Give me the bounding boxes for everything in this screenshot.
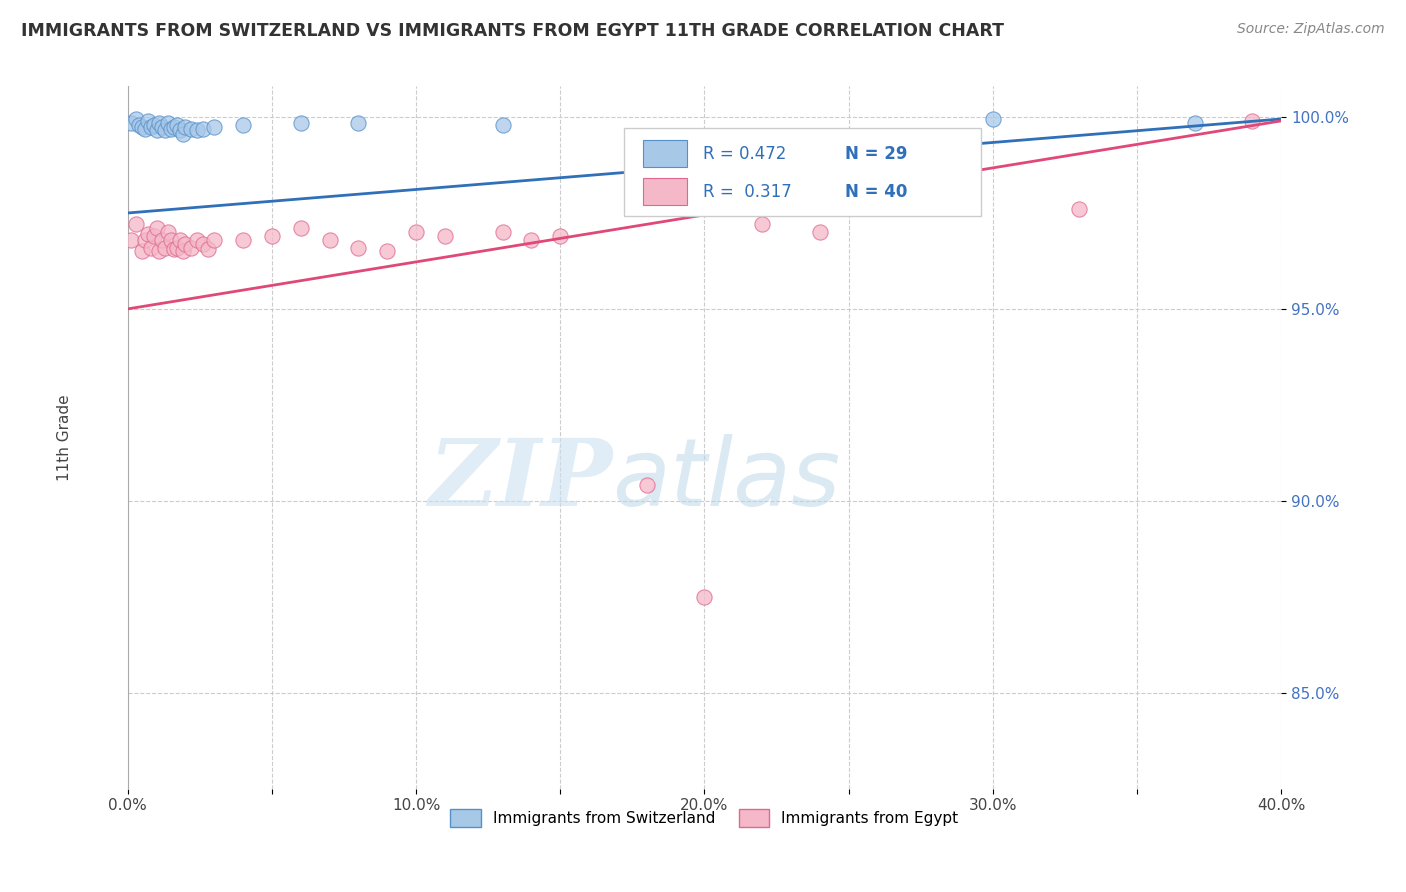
Point — [186, 123, 208, 137]
Text: atlas: atlas — [612, 434, 841, 525]
Point — [134, 121, 156, 136]
Point — [318, 233, 340, 247]
Point — [120, 116, 142, 130]
Bar — [644, 140, 688, 167]
Point — [180, 121, 202, 136]
Point — [347, 116, 370, 130]
Point — [174, 236, 197, 251]
Point — [172, 128, 194, 142]
Point — [125, 112, 148, 126]
Point — [128, 118, 150, 132]
Text: N = 40: N = 40 — [845, 183, 907, 201]
Point — [142, 229, 165, 244]
Point — [160, 233, 183, 247]
Point — [131, 244, 153, 259]
Point — [180, 240, 202, 254]
Point — [172, 244, 194, 259]
Point — [981, 112, 1004, 126]
Point — [148, 244, 170, 259]
Point — [232, 233, 254, 247]
Point — [139, 120, 162, 134]
Point — [160, 121, 183, 136]
Point — [131, 120, 153, 134]
Point — [202, 120, 225, 134]
Point — [163, 243, 186, 257]
Point — [174, 120, 197, 134]
Point — [145, 221, 167, 235]
Point — [1184, 116, 1206, 130]
Point — [491, 118, 513, 132]
Point — [405, 225, 427, 239]
Point — [157, 116, 180, 130]
Point — [290, 221, 312, 235]
Text: N = 29: N = 29 — [845, 145, 908, 162]
Point — [155, 123, 177, 137]
Point — [520, 233, 543, 247]
Point — [136, 227, 159, 241]
Point — [808, 225, 831, 239]
Point — [163, 120, 186, 134]
Point — [139, 240, 162, 254]
Text: Source: ZipAtlas.com: Source: ZipAtlas.com — [1237, 22, 1385, 37]
FancyBboxPatch shape — [624, 128, 981, 216]
Point — [491, 225, 513, 239]
Text: ZIP: ZIP — [427, 434, 612, 524]
Point — [1241, 114, 1264, 128]
Bar — [644, 178, 688, 205]
Point — [169, 123, 191, 137]
Point — [433, 229, 456, 244]
Point — [148, 116, 170, 130]
Point — [693, 590, 716, 604]
Point — [169, 233, 191, 247]
Point — [150, 233, 173, 247]
Text: IMMIGRANTS FROM SWITZERLAND VS IMMIGRANTS FROM EGYPT 11TH GRADE CORRELATION CHAR: IMMIGRANTS FROM SWITZERLAND VS IMMIGRANT… — [21, 22, 1004, 40]
Text: R = 0.472: R = 0.472 — [703, 145, 786, 162]
Point — [145, 123, 167, 137]
Legend: Immigrants from Switzerland, Immigrants from Egypt: Immigrants from Switzerland, Immigrants … — [444, 803, 965, 833]
Point — [548, 229, 571, 244]
Point — [150, 120, 173, 134]
Point — [166, 240, 188, 254]
Point — [232, 118, 254, 132]
Point — [125, 218, 148, 232]
Point — [155, 240, 177, 254]
Point — [202, 233, 225, 247]
Point — [347, 240, 370, 254]
Point — [191, 121, 214, 136]
Point — [191, 236, 214, 251]
Point — [166, 118, 188, 132]
Point — [157, 225, 180, 239]
Point — [120, 233, 142, 247]
Point — [186, 233, 208, 247]
Point — [375, 244, 398, 259]
Point — [636, 478, 658, 492]
Point — [1069, 202, 1091, 216]
Point — [290, 116, 312, 130]
Point — [751, 218, 773, 232]
Y-axis label: 11th Grade: 11th Grade — [58, 394, 72, 481]
Point — [142, 118, 165, 132]
Point — [134, 233, 156, 247]
Point — [136, 114, 159, 128]
Point — [197, 243, 219, 257]
Point — [260, 229, 283, 244]
Text: R =  0.317: R = 0.317 — [703, 183, 792, 201]
